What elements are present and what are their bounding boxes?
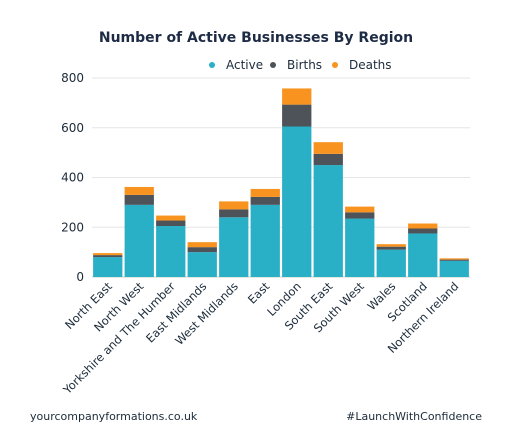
bar-births-3 [187, 247, 217, 253]
bar-active-4 [219, 217, 249, 277]
bar-births-4 [219, 209, 249, 218]
chart-title: Number of Active Businesses By Region [99, 30, 413, 46]
bar-active-6 [282, 126, 312, 277]
bar-deaths-11 [439, 258, 469, 260]
footer-hashtag: #LaunchWithConfidence [346, 410, 482, 423]
legend-label-deaths: Deaths [349, 58, 392, 72]
y-axis: 0 200 400 600 800 [61, 71, 84, 284]
y-tick-label-400: 400 [61, 171, 84, 185]
bar-deaths-9 [376, 244, 406, 247]
legend-marker-deaths [332, 62, 338, 68]
grid [92, 77, 470, 278]
bar-births-0 [93, 255, 123, 258]
y-tick-label-600: 600 [61, 121, 84, 135]
bar-active-2 [156, 226, 186, 277]
bar-deaths-8 [345, 206, 375, 213]
bar-active-7 [313, 165, 343, 277]
bar-deaths-3 [187, 242, 217, 248]
legend-marker-births [270, 62, 276, 68]
bar-deaths-10 [408, 223, 438, 229]
bar-active-11 [439, 260, 469, 277]
bar-births-2 [156, 220, 186, 227]
y-tick-label-200: 200 [61, 220, 84, 234]
bar-deaths-2 [156, 215, 186, 221]
bar-deaths-4 [219, 201, 249, 210]
bar-deaths-6 [282, 88, 312, 105]
x-tick-label-5: East [245, 279, 273, 307]
y-tick-label-800: 800 [61, 71, 84, 85]
bar-births-8 [345, 212, 375, 219]
bar-births-6 [282, 104, 312, 127]
bar-births-10 [408, 228, 438, 234]
bar-births-11 [439, 259, 469, 261]
bar-births-5 [250, 196, 280, 205]
bars [93, 88, 469, 277]
legend: Active Births Deaths [209, 58, 392, 72]
bar-active-9 [376, 249, 406, 277]
legend-label-active: Active [226, 58, 263, 72]
bar-deaths-1 [124, 186, 154, 195]
bar-deaths-0 [93, 253, 123, 256]
bar-active-10 [408, 233, 438, 277]
y-tick-label-0: 0 [76, 270, 84, 284]
bar-deaths-5 [250, 188, 280, 197]
bar-active-5 [250, 204, 280, 277]
bar-births-1 [124, 194, 154, 205]
bar-deaths-7 [313, 142, 343, 154]
legend-label-births: Births [287, 58, 322, 72]
bar-active-3 [187, 252, 217, 277]
footer-website: yourcompanyformations.co.uk [30, 410, 198, 423]
bar-active-0 [93, 257, 123, 277]
legend-marker-active [209, 62, 215, 68]
bar-active-1 [124, 204, 154, 277]
bar-active-8 [345, 218, 375, 277]
bar-births-9 [376, 246, 406, 250]
bar-births-7 [313, 153, 343, 166]
